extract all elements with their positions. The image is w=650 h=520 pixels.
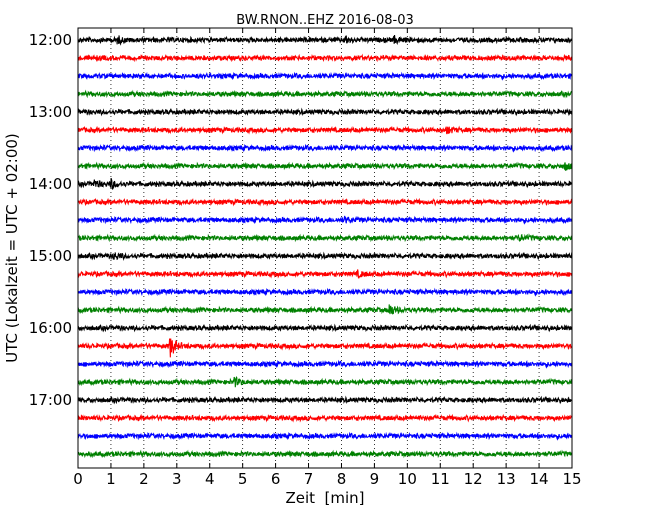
trace-1215 (77, 53, 573, 63)
x-tick-label-4: 4 (205, 470, 215, 488)
trace-1745 (77, 449, 573, 459)
x-tick-label-0: 0 (73, 470, 83, 488)
trace-1415 (77, 197, 573, 207)
y-tick-label-1600: 16:00 (29, 319, 72, 337)
x-tick-label-10: 10 (398, 470, 417, 488)
trace-1530 (77, 287, 573, 297)
x-tick-label-14: 14 (530, 470, 549, 488)
trace-1700 (77, 395, 573, 405)
trace-1515 (77, 269, 573, 279)
y-axis-label: UTC (Lokalzeit = UTC + 02:00) (3, 133, 21, 363)
trace-1400 (77, 177, 573, 190)
trace-1645 (77, 376, 573, 388)
x-tick-label-5: 5 (238, 470, 248, 488)
x-tick-label-15: 15 (562, 470, 581, 488)
trace-1600 (77, 323, 573, 333)
x-tick-label-11: 11 (431, 470, 450, 488)
x-tick-label-12: 12 (464, 470, 483, 488)
trace-1430 (77, 215, 573, 225)
trace-1615 (77, 338, 573, 358)
y-tick-label-1200: 12:00 (29, 31, 72, 49)
plot-area-frame (77, 27, 573, 469)
trace-1630 (77, 359, 573, 369)
x-tick-label-6: 6 (271, 470, 281, 488)
trace-1300 (77, 107, 573, 117)
trace-1330 (77, 143, 573, 153)
y-tick-label-1700: 17:00 (29, 391, 72, 409)
trace-1245 (77, 89, 573, 99)
traces (77, 34, 573, 459)
trace-1500 (77, 251, 573, 261)
y-tick-label-1500: 15:00 (29, 247, 72, 265)
trace-1315 (77, 125, 573, 135)
trace-1715 (77, 413, 573, 423)
axis-ticks: 0 1 2 3 4 5 6 7 8 9 10 11 12 13 14 1512:0013:0014:0015:… (29, 28, 582, 488)
trace-1445 (77, 233, 573, 243)
x-tick-label-1: 1 (106, 470, 116, 488)
y-tick-label-1400: 14:00 (29, 175, 72, 193)
x-tick-label-13: 13 (497, 470, 516, 488)
trace-1730 (77, 431, 573, 441)
trace-1345 (77, 161, 573, 171)
y-tick-label-1300: 13:00 (29, 103, 72, 121)
x-axis-label: Zeit [min] (285, 489, 364, 507)
x-tick-label-2: 2 (139, 470, 149, 488)
x-tick-label-7: 7 (304, 470, 314, 488)
trace-1545 (77, 304, 573, 315)
x-tick-label-8: 8 (337, 470, 347, 488)
grid-lines (110, 28, 540, 468)
x-tick-label-9: 9 (370, 470, 380, 488)
trace-1200 (77, 34, 573, 46)
x-tick-label-3: 3 (172, 470, 182, 488)
trace-1230 (77, 71, 573, 81)
chart-title: BW.RNON..EHZ 2016-08-03 (236, 13, 414, 28)
